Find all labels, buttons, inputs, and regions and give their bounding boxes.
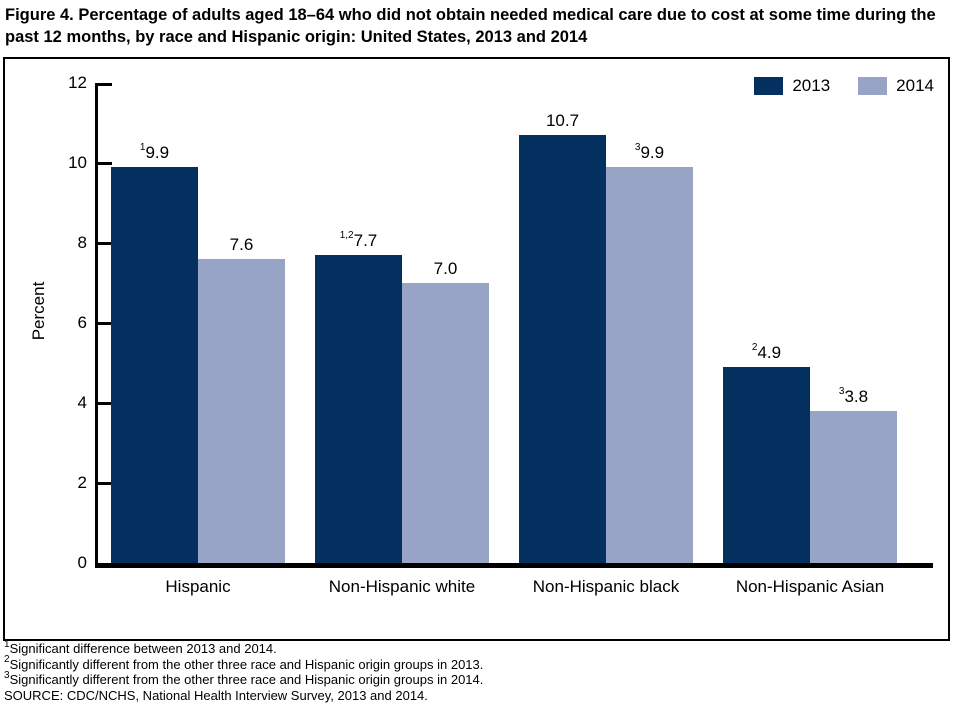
bar-value-label: 7.6 — [229, 235, 254, 254]
footnote-line: 1Significant difference between 2013 and… — [4, 638, 277, 656]
y-tick-label: 2 — [77, 473, 87, 492]
y-tick-mark — [95, 402, 112, 405]
significance-superscript: 3 — [634, 142, 641, 154]
footnote-line: 3Significantly different from the other … — [4, 669, 484, 687]
bar-2013-hispanic — [111, 167, 198, 563]
y-tick-mark — [95, 482, 112, 485]
significance-superscript: 3 — [838, 386, 845, 398]
bar-2013-non-hispanic-white — [315, 255, 402, 563]
legend-label-2014: 2014 — [896, 76, 934, 95]
bar-2014-non-hispanic-asian — [810, 411, 897, 563]
y-tick-label: 0 — [77, 553, 87, 572]
y-axis-title: Percent — [29, 281, 48, 341]
y-tick-mark — [95, 162, 112, 165]
footnote-line: 2Significantly different from the other … — [4, 654, 484, 672]
bar-2014-non-hispanic-white — [402, 283, 489, 563]
y-tick-mark — [95, 242, 112, 245]
bar-value-label: 24.9 — [751, 342, 782, 362]
category-label: Non-Hispanic Asian — [735, 577, 885, 596]
y-tick-label: 6 — [77, 313, 87, 332]
bar-2013-non-hispanic-black — [519, 135, 606, 563]
category-label: Hispanic — [165, 577, 231, 596]
bar-2014-hispanic — [198, 259, 285, 563]
significance-superscript: 1,2 — [339, 230, 354, 242]
figure-title: Figure 4. Percentage of adults aged 18–6… — [5, 6, 936, 46]
bar-value-label: 1,27.7 — [339, 230, 378, 250]
chart-plot-area: Percent 0 2 4 6 8 10 12 19.9 7.6 Hispanic 1,27.7 7… — [3, 57, 950, 641]
significance-superscript: 2 — [751, 342, 758, 354]
footnote-superscript: 3 — [4, 669, 10, 681]
legend-entry-2014: 2014 — [858, 76, 934, 96]
y-tick-label: 12 — [68, 73, 87, 92]
category-label: Non-Hispanic white — [328, 577, 476, 596]
legend: 2013 2014 — [754, 76, 934, 96]
legend-entry-2013: 2013 — [754, 76, 830, 96]
footnote-line: SOURCE: CDC/NCHS, National Health Interv… — [4, 687, 428, 703]
bar-2013-non-hispanic-asian — [723, 367, 810, 563]
y-tick-mark — [95, 322, 112, 325]
y-tick-mark — [95, 83, 112, 86]
significance-superscript: 1 — [139, 142, 146, 154]
y-tick-label: 10 — [68, 153, 87, 172]
bar-value-label: 7.0 — [433, 259, 458, 278]
legend-swatch-2013 — [754, 77, 784, 95]
legend-label-2013: 2013 — [792, 76, 831, 95]
x-axis-line — [95, 563, 933, 568]
footnote-superscript: 2 — [4, 654, 10, 666]
bar-value-label: 39.9 — [634, 142, 665, 162]
legend-swatch-2014 — [858, 77, 888, 95]
y-tick-label: 8 — [77, 233, 87, 252]
y-tick-label: 4 — [77, 393, 87, 412]
bar-value-label: 10.7 — [545, 111, 580, 130]
footnotes: 1Significant difference between 2013 and… — [4, 638, 954, 703]
bar-value-label: 33.8 — [838, 386, 869, 406]
bar-2014-non-hispanic-black — [606, 167, 693, 563]
category-label: Non-Hispanic black — [532, 577, 680, 596]
footnote-superscript: 1 — [4, 638, 10, 650]
bar-value-label: 19.9 — [139, 142, 170, 162]
